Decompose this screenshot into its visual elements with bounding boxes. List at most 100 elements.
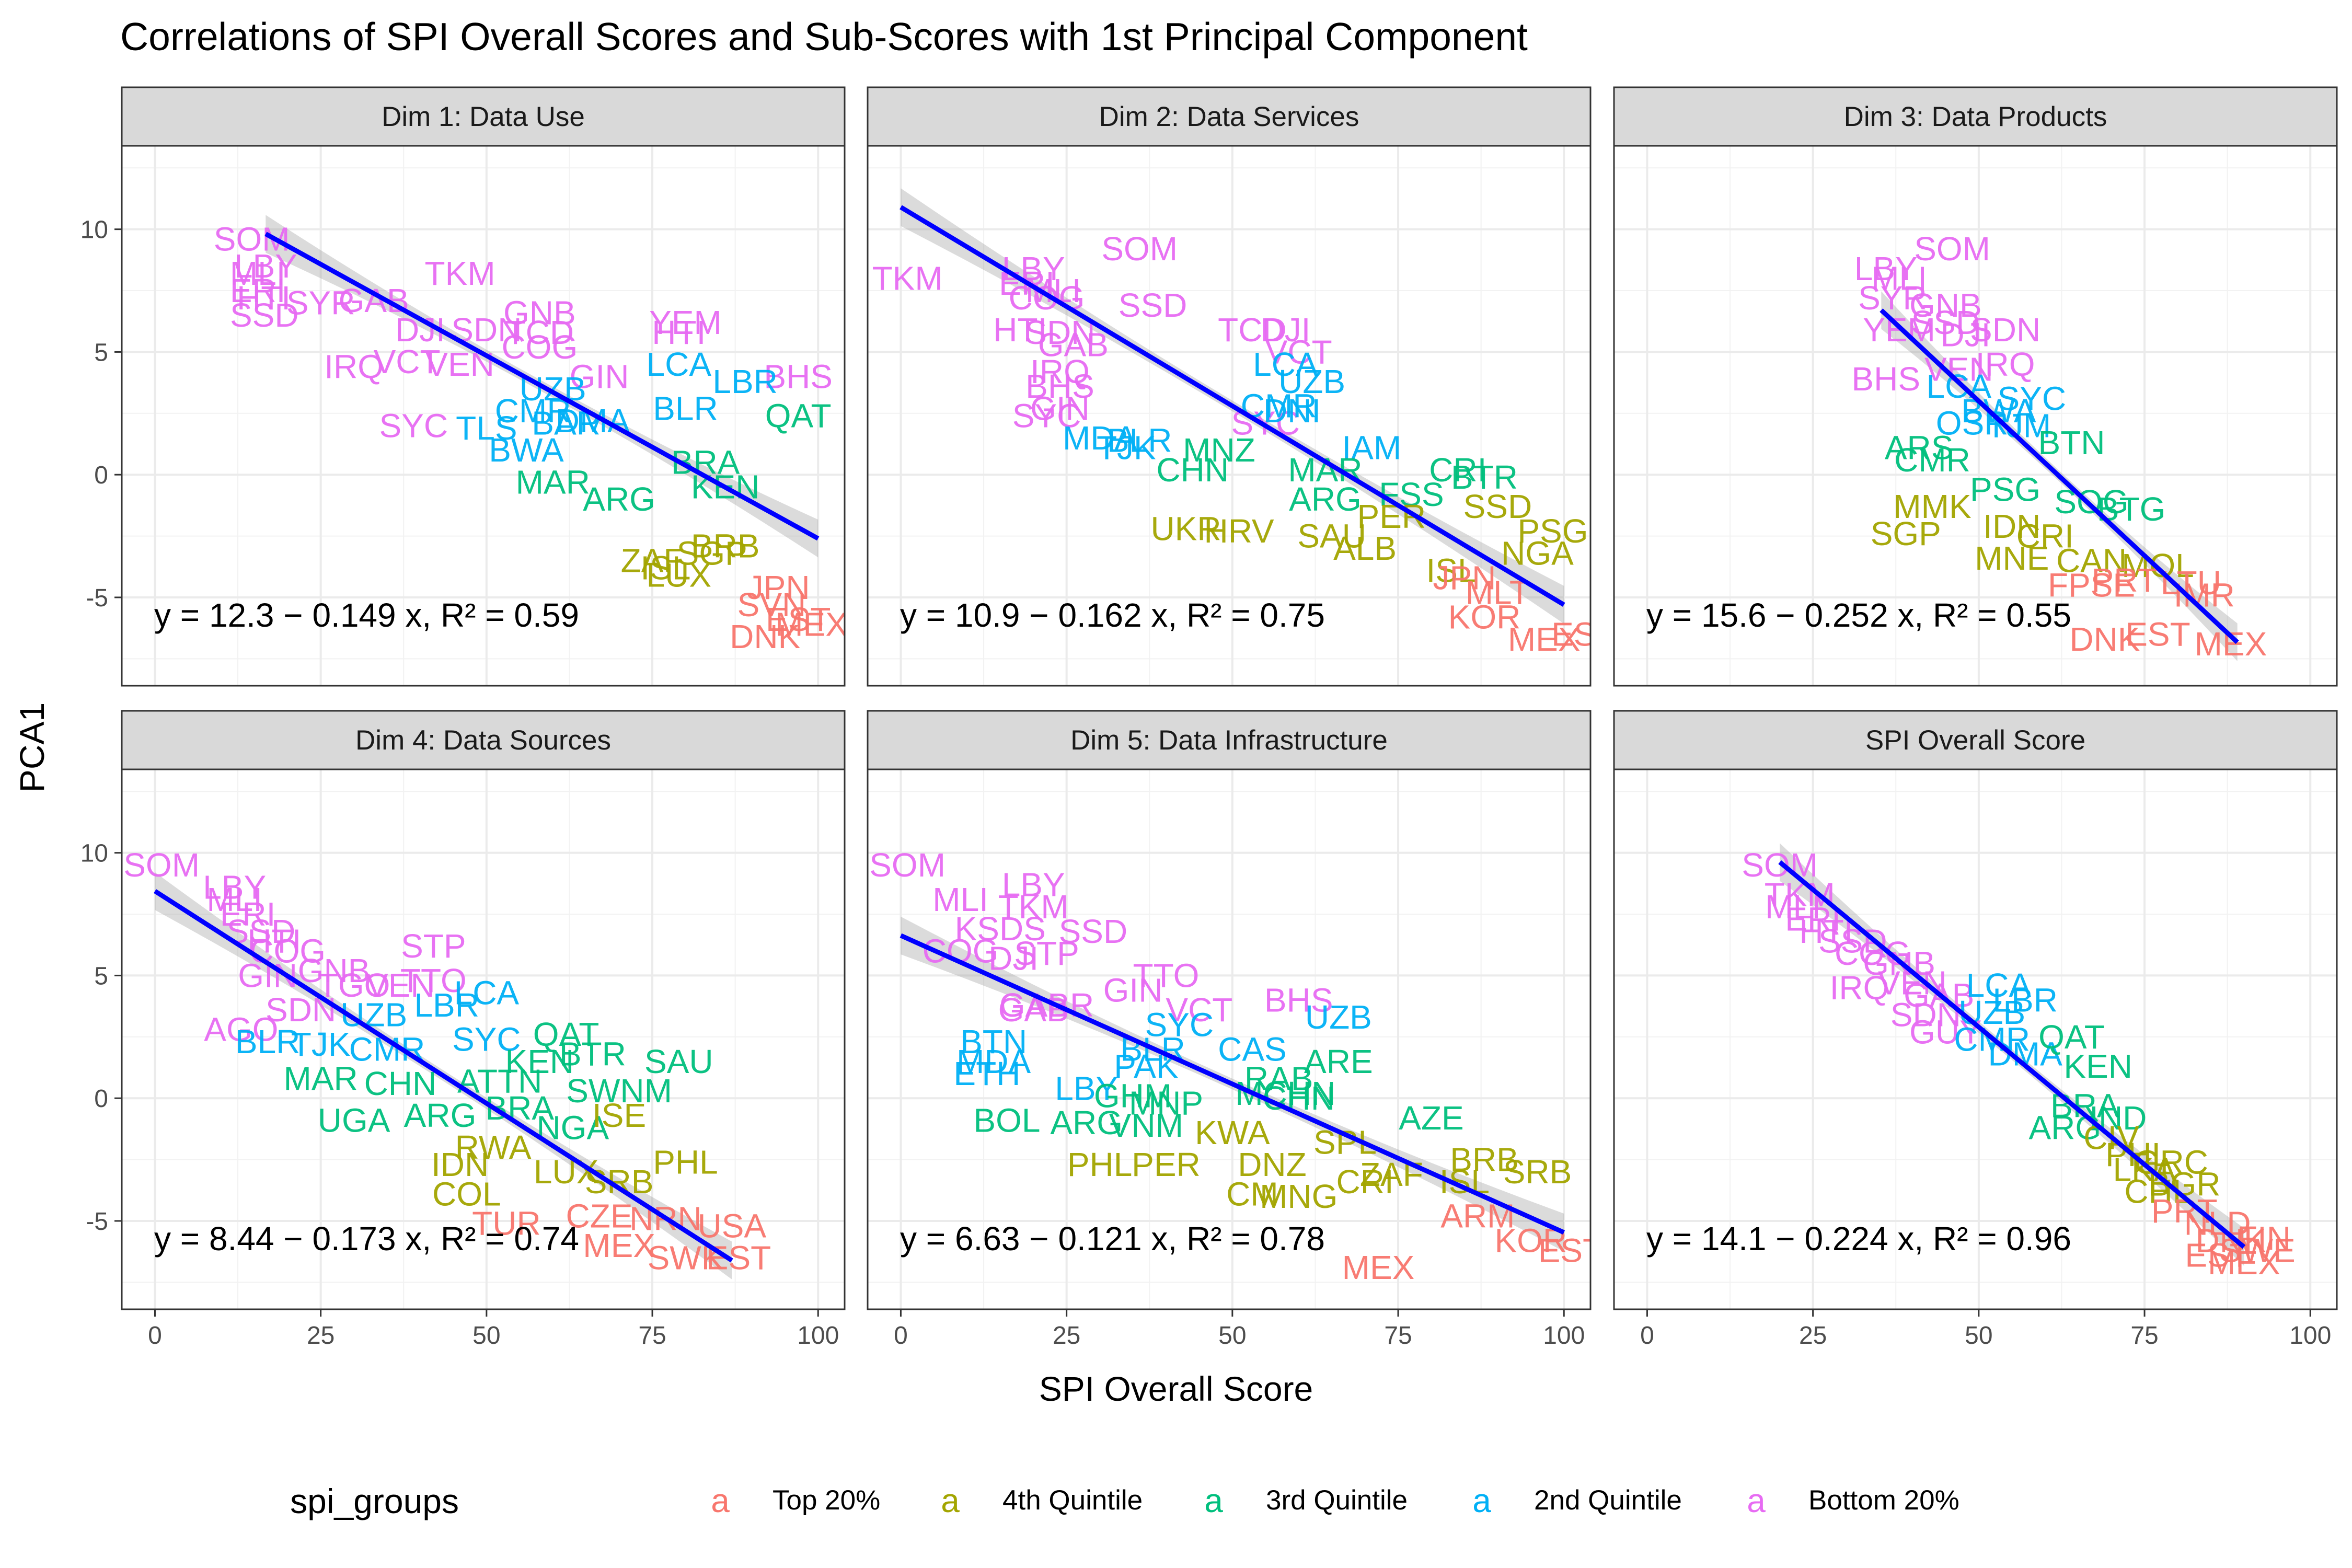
point-label: GHM bbox=[1094, 1077, 1172, 1114]
point-label: TCD bbox=[1218, 311, 1287, 349]
point-label: GIN bbox=[1030, 389, 1090, 427]
point-label: TKM bbox=[872, 260, 943, 297]
y-tick-label: 10 bbox=[80, 216, 108, 244]
point-label: VCT bbox=[374, 343, 441, 381]
point-label: PRT bbox=[2092, 561, 2158, 599]
point-label: LCA bbox=[647, 345, 712, 383]
point-label: ETH bbox=[953, 1055, 1020, 1092]
point-label: DJI bbox=[1260, 311, 1310, 349]
plot-area bbox=[122, 769, 845, 1309]
point-label: QAT bbox=[533, 1016, 599, 1053]
point-label: UZB bbox=[1958, 994, 2025, 1031]
facet-strip-label: Dim 4: Data Sources bbox=[355, 725, 611, 756]
point-label: CZE bbox=[566, 1197, 633, 1235]
panel-border bbox=[1613, 768, 2338, 1310]
facet-panel: Dim 2: Data ServicesTKMSOMLBYERIMLICOGSS… bbox=[867, 86, 1592, 687]
point-label: IDN bbox=[1983, 508, 2040, 545]
point-label: CRI bbox=[1429, 451, 1486, 489]
regression-line bbox=[1880, 308, 2239, 644]
data-marks: TKMSOMLBYERIMLICOGSSDHTISDNGABTCDDJIIRQB… bbox=[872, 188, 1590, 658]
point-label: SWNM bbox=[566, 1072, 672, 1110]
point-label: VCT bbox=[1166, 991, 1232, 1029]
point-label: DNK bbox=[2069, 620, 2140, 658]
point-label: CMR bbox=[349, 1030, 425, 1068]
regression-equation: y = 12.3 − 0.149 x, R² = 0.59 bbox=[154, 596, 579, 634]
point-label: DNI bbox=[1263, 392, 1321, 430]
regression-equation: y = 15.6 − 0.252 x, R² = 0.55 bbox=[1646, 596, 2071, 634]
y-axis-title: PCA1 bbox=[13, 702, 51, 792]
point-label: UKR bbox=[1150, 510, 1221, 547]
legend-key-glyph: a bbox=[1204, 1482, 1223, 1519]
panel-border bbox=[867, 145, 1592, 687]
point-label: MMK bbox=[1893, 488, 1971, 525]
point-label: LBY bbox=[1002, 250, 1065, 287]
plot-area bbox=[868, 769, 1590, 1309]
point-label: ARG bbox=[583, 480, 655, 518]
y-tick-label: 10 bbox=[80, 840, 108, 868]
x-tick-label: 100 bbox=[2289, 1322, 2331, 1350]
point-label: GNB bbox=[503, 294, 576, 331]
point-label: SYC bbox=[1145, 1006, 1214, 1043]
point-label: IND bbox=[2089, 1099, 2147, 1137]
point-label: BLR bbox=[235, 1023, 301, 1060]
legend-key-glyph: a bbox=[1472, 1482, 1491, 1519]
point-label: MNZ bbox=[1183, 431, 1255, 469]
point-label: MNE bbox=[1975, 539, 2049, 577]
facet-strip-label: SPI Overall Score bbox=[1865, 725, 2085, 756]
point-label: CRI bbox=[2016, 517, 2074, 555]
grid bbox=[122, 769, 845, 1309]
point-label: MDA bbox=[1063, 419, 1137, 457]
point-label: SAU bbox=[644, 1043, 713, 1080]
point-label: DNZ bbox=[1238, 1146, 1307, 1183]
x-tick-label: 50 bbox=[1218, 1322, 1246, 1350]
point-label: PSG bbox=[1970, 470, 2040, 508]
point-label: HTI bbox=[237, 279, 291, 317]
point-label: KSDS bbox=[955, 910, 1046, 948]
point-label: KEN bbox=[2063, 1047, 2132, 1085]
point-label: NGA bbox=[536, 1109, 609, 1147]
legend-entry-label: Bottom 20% bbox=[1808, 1485, 1959, 1516]
legend-entry-label: 4th Quintile bbox=[1002, 1485, 1143, 1516]
point-label: LCA bbox=[1253, 345, 1318, 383]
grid bbox=[868, 146, 1590, 686]
legend-key-glyph: a bbox=[711, 1482, 730, 1519]
facet-strip bbox=[867, 86, 1592, 147]
point-label: ZAF bbox=[1360, 1156, 1423, 1193]
point-label: QAT bbox=[765, 397, 832, 435]
point-label: HTI bbox=[1799, 913, 1853, 950]
legend: spi_groups a Top 20% a 4th Quintile a 3rd Qui… bbox=[290, 1482, 1959, 1520]
x-tick-label: 50 bbox=[472, 1322, 500, 1350]
point-label: ARG bbox=[1289, 480, 1362, 518]
facet-panel: Dim 5: Data Infrastructure SOM LBY MLI TKMKS… bbox=[867, 710, 1603, 1350]
facet-strip bbox=[1613, 86, 2338, 147]
point-label: SOM bbox=[1914, 230, 1990, 268]
x-tick-label: 100 bbox=[1543, 1322, 1585, 1350]
point-label: IMR bbox=[2174, 576, 2235, 614]
point-label: CM bbox=[1226, 1175, 1278, 1213]
regression-equation: y = 6.63 − 0.121 x, R² = 0.78 bbox=[900, 1220, 1325, 1258]
point-label: USA bbox=[698, 1207, 767, 1244]
regression-line bbox=[1778, 860, 2246, 1249]
plot-area bbox=[868, 146, 1590, 686]
point-label: IRQ bbox=[324, 348, 384, 386]
point-label: SGP bbox=[1871, 515, 1941, 552]
point-label: EST bbox=[1538, 1231, 1603, 1269]
legend-title: spi_groups bbox=[290, 1482, 459, 1520]
plot-area bbox=[1614, 146, 2337, 686]
data-marks: SOMTKMMLIERIHTISSDCOGGNBIRQVENGABSDNLCAL… bbox=[1742, 843, 2296, 1282]
x-tick-label: 0 bbox=[1640, 1322, 1654, 1350]
point-label: MEX bbox=[2208, 1244, 2280, 1282]
point-label: MEX bbox=[2195, 625, 2267, 663]
facet-panel: SPI Overall Score SOMTKMMLIERIHTISSDCOGGN… bbox=[1613, 710, 2338, 1350]
point-label: CHN bbox=[1156, 451, 1229, 489]
point-label: CAS bbox=[1218, 1030, 1287, 1068]
point-label: GRC bbox=[2134, 1143, 2208, 1181]
y-tick-label: 0 bbox=[94, 1085, 108, 1113]
point-label: SYC bbox=[1998, 380, 2067, 418]
point-label: EST bbox=[766, 601, 831, 638]
point-label: RWA bbox=[455, 1128, 532, 1166]
point-label: DMA bbox=[556, 402, 630, 440]
point-label: TLS bbox=[456, 409, 517, 447]
point-label: FPSE bbox=[2048, 566, 2135, 604]
